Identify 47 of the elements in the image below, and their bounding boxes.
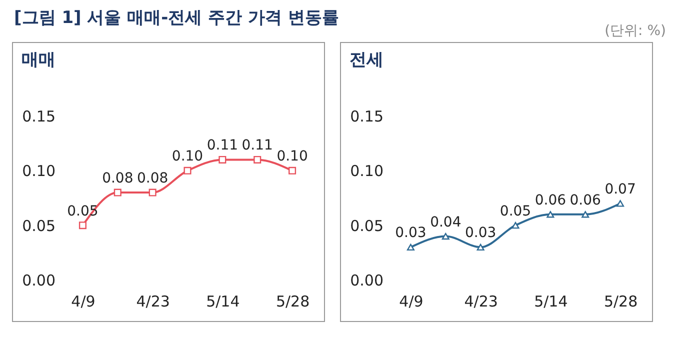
- data-label: 0.08: [102, 170, 134, 187]
- point: [218, 156, 226, 164]
- data-label: 0.06: [534, 192, 566, 208]
- y-tick-label: 0.10: [22, 162, 56, 180]
- point: [512, 222, 520, 229]
- data-label: 0.11: [242, 138, 273, 154]
- text: [그림 1] 서울 매매-전세 주간 가격 변동률: [14, 7, 339, 29]
- chart-title: 전세: [350, 50, 384, 70]
- data-label: 0.06: [570, 192, 602, 208]
- y-tick-label: 0.00: [22, 272, 56, 290]
- y-tick-label: 0.10: [350, 162, 384, 180]
- chart-title: 매매: [22, 50, 56, 70]
- text: (단위: %): [604, 22, 666, 40]
- x-tick-label: 5/28: [276, 292, 310, 310]
- y-tick-label: 0.05: [350, 216, 384, 235]
- data-label: 0.03: [395, 225, 426, 242]
- point: [476, 244, 484, 251]
- point: [184, 166, 192, 174]
- data-label: 0.10: [172, 148, 204, 165]
- point: [254, 156, 262, 164]
- data-label: 0.03: [464, 225, 496, 242]
- data-label: 0.08: [136, 170, 168, 187]
- data-label: 0.04: [430, 214, 462, 230]
- point: [406, 244, 414, 251]
- y-tick-label: 0.15: [350, 108, 384, 126]
- point: [442, 232, 450, 240]
- point: [114, 188, 122, 196]
- x-tick-label: 4/23: [136, 292, 170, 310]
- x-tick-label: 5/28: [604, 292, 638, 310]
- data-label: 0.05: [500, 203, 532, 220]
- x-tick-label: 4/23: [464, 292, 498, 310]
- point: [582, 211, 590, 218]
- data-label: 0.11: [206, 138, 238, 154]
- point: [288, 166, 296, 174]
- point: [616, 200, 624, 207]
- y-tick-label: 0.05: [22, 216, 56, 235]
- data-label: 0.07: [604, 181, 636, 198]
- point: [546, 211, 554, 218]
- y-tick-label: 0.15: [22, 108, 56, 126]
- x-tick-label: 4/9: [71, 292, 96, 310]
- x-tick-label: 4/9: [399, 292, 424, 310]
- x-tick-label: 5/14: [206, 292, 240, 310]
- point: [148, 188, 156, 196]
- data-label: 0.10: [276, 148, 308, 165]
- point: [78, 222, 86, 230]
- x-tick-label: 5/14: [534, 292, 568, 310]
- y-tick-label: 0.00: [350, 272, 384, 290]
